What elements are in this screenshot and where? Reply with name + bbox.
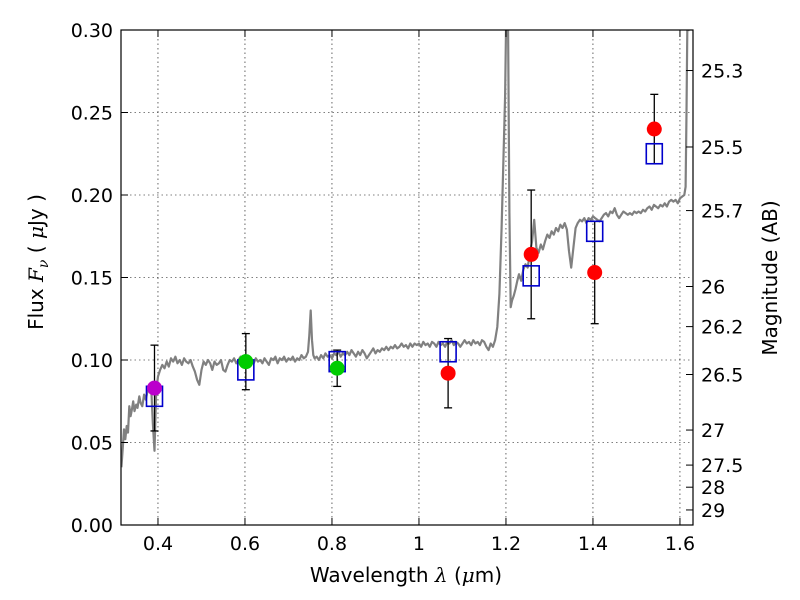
observed-point	[587, 265, 603, 281]
y2-tick-label: 25.7	[701, 201, 743, 223]
y2-tick-label: 28	[701, 477, 725, 499]
y2-tick-label: 26.2	[701, 317, 743, 339]
x-tick-label: 1.4	[578, 533, 608, 555]
model-square-marker	[522, 265, 540, 287]
plot-area	[121, 30, 690, 468]
y2-axis-label: Magnitude (AB)	[758, 200, 782, 355]
x-tick-label: 0.4	[143, 533, 173, 555]
plot-frame	[120, 29, 694, 526]
y-tick-label: 0.25	[71, 103, 113, 125]
y2-tick-label: 27	[701, 420, 725, 442]
x-tick-label: 1.2	[491, 533, 521, 555]
y2-tick-label: 25.3	[701, 61, 743, 83]
y-tick-label: 0.05	[71, 433, 113, 455]
model-square-marker	[585, 220, 604, 243]
y-tick-label: 0.00	[71, 515, 113, 537]
model-square-marker	[439, 340, 457, 363]
observed-point	[440, 365, 456, 381]
y2-tick-label: 25.5	[701, 137, 743, 159]
model-square-marker	[645, 142, 664, 165]
x-tick-label: 1.6	[665, 533, 695, 555]
axis-ticks: 0.4 0.6 0.8 1 1.2 1.4 1.6 0.00 0.05 0.10 0.15 0.20 0…	[71, 20, 744, 555]
spectrum-line	[121, 30, 690, 468]
x-axis-label: Wavelength λ (μm)	[310, 563, 502, 587]
y2-tick-label: 26.5	[701, 365, 743, 387]
y-tick-label: 0.20	[71, 185, 113, 207]
observed-point	[523, 246, 539, 262]
observed-point	[146, 380, 162, 396]
observed-point	[329, 360, 345, 376]
y-tick-label: 0.10	[71, 350, 113, 372]
x-tick-label: 1	[413, 533, 425, 555]
y2-tick-label: 29	[701, 500, 725, 522]
y-tick-label: 0.15	[71, 268, 113, 290]
y-axis-label: Flux Fν ( μJy )	[24, 194, 52, 330]
y2-tick-label: 27.5	[701, 455, 743, 477]
x-tick-label: 0.6	[230, 533, 260, 555]
x-tick-label: 0.8	[317, 533, 347, 555]
y-tick-label: 0.30	[71, 20, 113, 42]
observed-point	[646, 121, 662, 137]
y2-tick-label: 26	[701, 276, 725, 298]
observed-point	[238, 354, 254, 370]
